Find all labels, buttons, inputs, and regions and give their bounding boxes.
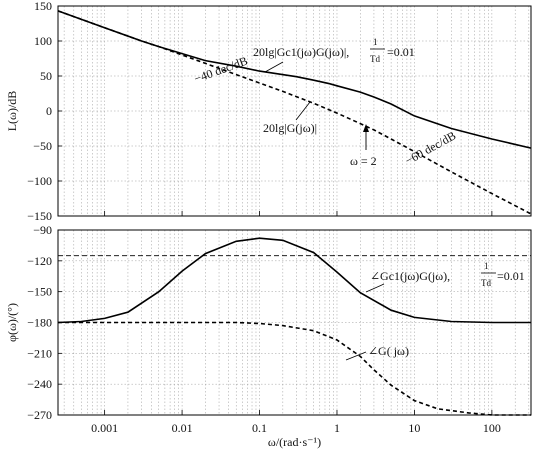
- anno-slope-60: −60 dec/dB: [403, 128, 459, 167]
- mag-y-tick-label: −150: [27, 209, 52, 223]
- annotation-omega-2: ω = 2: [350, 124, 377, 168]
- anno-phase-frac-eq: =0.01: [497, 269, 525, 283]
- mag-y-tick-label: 100: [34, 34, 52, 48]
- ph-x-tick-label: 0.001: [91, 421, 118, 435]
- mag-y-tick-label: −100: [27, 174, 52, 188]
- anno-compensated-mag-text: 20lg|Gc1(jω)G(jω)|,: [253, 45, 349, 59]
- ph-y-tick-label: −120: [27, 254, 52, 268]
- ph-x-tick-label: 0.1: [252, 421, 267, 435]
- anno-frac-eq: =0.01: [387, 45, 415, 59]
- annotation-compensated-magnitude: 20lg|Gc1(jω)G(jω)|, 1 Td =0.01: [253, 37, 415, 73]
- ph-x-tick-label: 0.01: [172, 421, 193, 435]
- mag-y-tick-label: 150: [34, 0, 52, 13]
- mag-uncompensated-line: [57, 10, 532, 215]
- ph-y-tick-label: −150: [27, 285, 52, 299]
- anno-omega-arrowhead: [363, 124, 369, 132]
- magnitude-panel: 150 100 50 0 −50 −100 −150 L(ω)/dB 20lg|Gc1(jω…: [5, 0, 532, 223]
- annotation-compensated-phase: ∠Gc1(jω)G(jω), 1 Td =0.01: [365, 261, 525, 293]
- anno-uncompensated-mag-leader: [295, 101, 311, 121]
- ph-uncompensated-line: [58, 321, 531, 416]
- anno-uncompensated-mag-text: 20lg|G(jω)|: [263, 121, 317, 135]
- anno-omega-2: ω = 2: [350, 154, 377, 168]
- ph-y-tick-label: −210: [27, 346, 52, 360]
- ph-y-tick-label: −180: [27, 316, 52, 330]
- phase-series: [57, 237, 531, 416]
- phase-x-ticks: 0.001 0.01 0.1 1 10 100: [91, 211, 501, 435]
- x-axis-label: ω/(rad·s⁻¹): [268, 435, 321, 449]
- anno-compensated-phase-text: ∠Gc1(jω)G(jω),: [370, 269, 450, 283]
- ph-y-tick-label: −270: [27, 408, 52, 422]
- anno-frac-top: 1: [373, 37, 378, 47]
- mag-y-tick-label: −50: [33, 139, 52, 153]
- ph-y-tick-label: −90: [33, 223, 52, 237]
- magnitude-y-axis-label: L(ω)/dB: [5, 91, 19, 132]
- annotation-uncompensated-magnitude: 20lg|G(jω)|: [263, 101, 317, 135]
- phase-frame: [57, 229, 532, 416]
- ph-compensated-line: [57, 237, 531, 324]
- anno-uncompensated-phase-text: ∠G( jω): [368, 344, 409, 358]
- magnitude-series: [57, 10, 532, 215]
- anno-uncompensated-phase-leader: [345, 351, 367, 361]
- anno-phase-frac-top: 1: [484, 261, 489, 271]
- ph-x-tick-label: 1: [334, 421, 340, 435]
- magnitude-y-ticks: 150 100 50 0 −50 −100 −150: [27, 0, 62, 223]
- magnitude-frame: [57, 5, 532, 217]
- ph-x-tick-label: 100: [483, 421, 501, 435]
- annotation-uncompensated-phase: ∠G( jω): [345, 344, 409, 361]
- phase-y-axis-label: φ(ω)/(°): [5, 303, 19, 342]
- anno-compensated-mag-leader: [264, 61, 284, 73]
- ph-x-tick-label: 10: [408, 421, 420, 435]
- phase-y-ticks: −90 −120 −150 −180 −210 −240 −270: [27, 223, 62, 422]
- mag-y-tick-label: 0: [46, 104, 52, 118]
- anno-compensated-phase-leader: [365, 283, 385, 293]
- mag-y-tick-label: 50: [40, 69, 52, 83]
- anno-frac-bottom: Td: [370, 54, 380, 64]
- ph-y-tick-label: −240: [27, 377, 52, 391]
- anno-phase-frac-bottom: Td: [481, 278, 491, 288]
- magnitude-grid: [58, 5, 531, 217]
- phase-panel: −90 −120 −150 −180 −210 −240 −270 0.001 0.01 0.1…: [5, 211, 532, 449]
